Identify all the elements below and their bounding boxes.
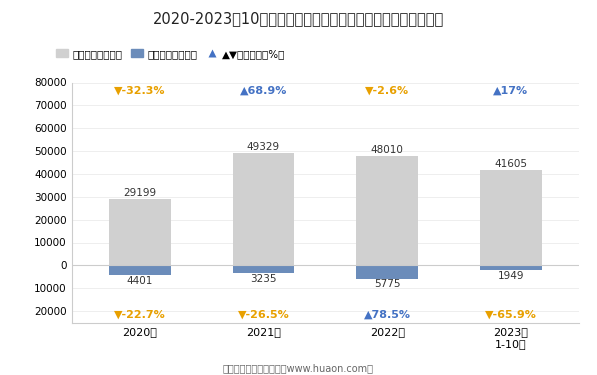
Bar xyxy=(356,266,418,279)
Text: 41605: 41605 xyxy=(494,159,528,170)
Text: ▲17%: ▲17% xyxy=(494,86,528,96)
Text: 制图：华经产业研究院（www.huaon.com）: 制图：华经产业研究院（www.huaon.com） xyxy=(223,363,374,373)
Text: 49329: 49329 xyxy=(247,142,280,152)
Bar xyxy=(233,153,294,266)
Text: ▼-2.6%: ▼-2.6% xyxy=(365,86,410,96)
Text: ▼-65.9%: ▼-65.9% xyxy=(485,310,537,320)
Text: 2020-2023年10月石河子市商品收发货人所在地进、出口额统计: 2020-2023年10月石河子市商品收发货人所在地进、出口额统计 xyxy=(153,11,444,26)
Bar xyxy=(233,266,294,273)
Text: 5775: 5775 xyxy=(374,279,401,290)
Text: ▼-26.5%: ▼-26.5% xyxy=(238,310,290,320)
Text: 3235: 3235 xyxy=(250,274,277,284)
Bar xyxy=(480,266,542,270)
Text: 4401: 4401 xyxy=(127,276,153,286)
Bar xyxy=(356,156,418,266)
Bar xyxy=(109,266,171,275)
Text: ▲78.5%: ▲78.5% xyxy=(364,310,411,320)
Bar xyxy=(480,170,542,266)
Bar xyxy=(109,199,171,266)
Text: 48010: 48010 xyxy=(371,145,404,155)
Text: ▼-22.7%: ▼-22.7% xyxy=(114,310,165,320)
Text: ▲68.9%: ▲68.9% xyxy=(240,86,287,96)
Legend: 出口额（万美元）, 进口额（万美元）, ▲▼同比增长（%）: 出口额（万美元）, 进口额（万美元）, ▲▼同比增长（%） xyxy=(51,45,290,63)
Text: 1949: 1949 xyxy=(498,271,524,281)
Text: 29199: 29199 xyxy=(123,188,156,198)
Text: ▼-32.3%: ▼-32.3% xyxy=(114,86,165,96)
